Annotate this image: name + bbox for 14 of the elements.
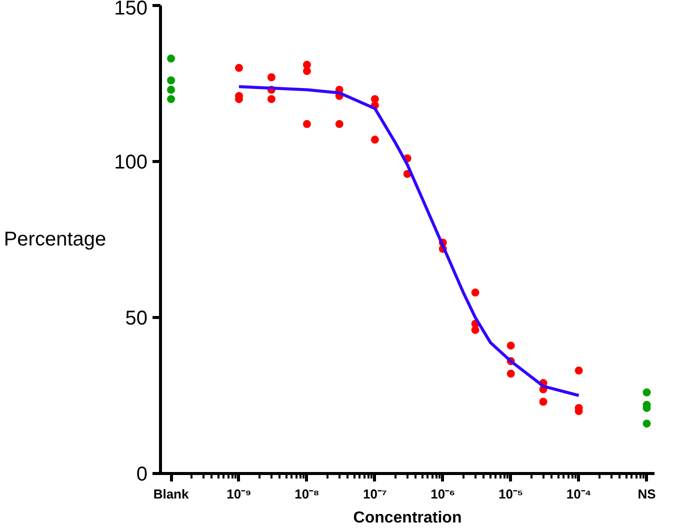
y-tick-label: 100 [114, 152, 148, 174]
x-tick-label: 10⁻⁶ [430, 486, 456, 502]
x-tick-label: Blank [153, 486, 190, 502]
y-tick-label: 0 [136, 464, 148, 486]
x-tick-label: 10⁻⁴ [566, 486, 592, 502]
y-axis-title: Percentage [4, 228, 106, 250]
y-tick-label: 50 [125, 308, 148, 330]
x-tick-label: 10⁻⁵ [498, 486, 524, 502]
x-tick-label: NS [638, 486, 656, 502]
x-axis-title: Concentration [353, 510, 462, 526]
y-tick-label: 150 [114, 0, 148, 20]
x-tick-label: 10⁻⁷ [363, 486, 387, 502]
x-tick-label: 10⁻⁹ [226, 486, 252, 502]
x-tick-label: 10⁻⁸ [294, 486, 320, 502]
